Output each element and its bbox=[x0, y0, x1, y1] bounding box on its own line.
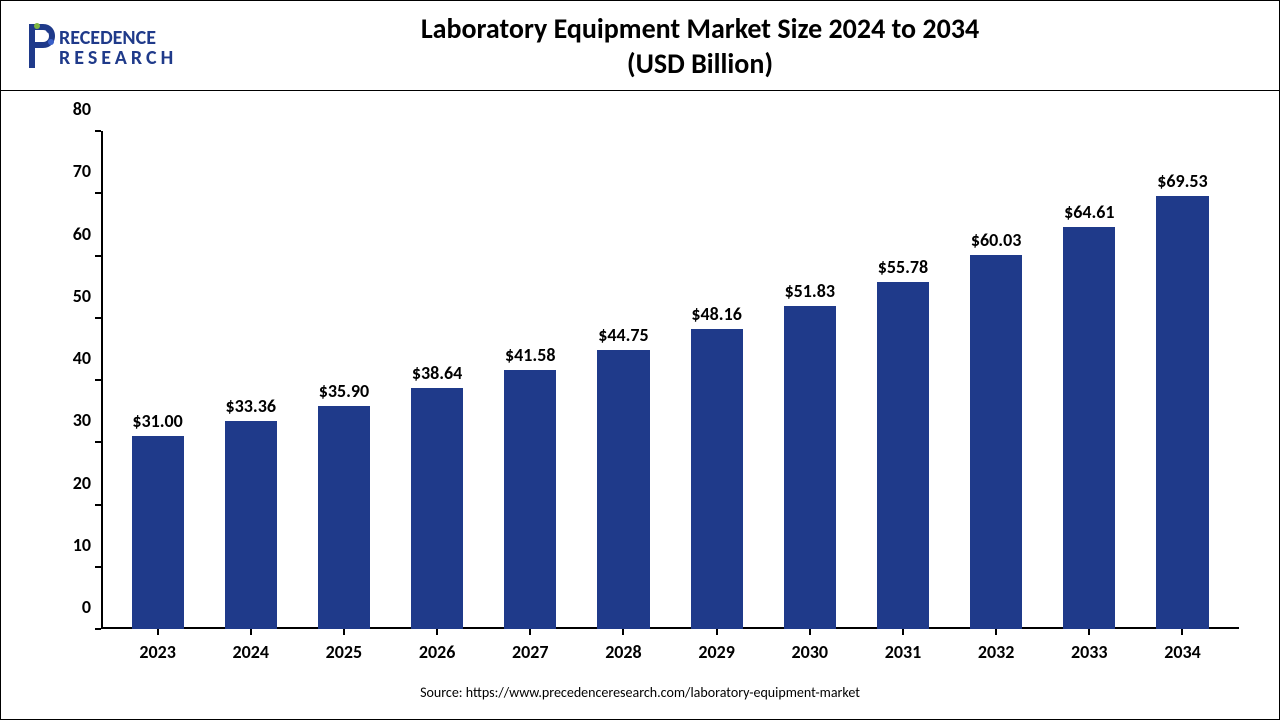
bar-group: $44.752028 bbox=[577, 131, 670, 629]
y-tick-label: 10 bbox=[73, 534, 101, 556]
data-label: $38.64 bbox=[412, 362, 462, 384]
title-line-2: (USD Billion) bbox=[627, 46, 773, 81]
x-tick-mark bbox=[529, 629, 531, 635]
bar bbox=[504, 370, 556, 629]
data-label: $35.90 bbox=[319, 380, 369, 402]
x-tick-mark bbox=[716, 629, 718, 635]
chart-frame: RECEDENCE RESEARCH Laboratory Equipment … bbox=[0, 0, 1280, 720]
bar-group: $35.902025 bbox=[297, 131, 390, 629]
bar bbox=[225, 421, 277, 629]
x-tick-mark bbox=[1181, 629, 1183, 635]
bar bbox=[318, 406, 370, 629]
y-tick-label: 70 bbox=[73, 160, 101, 182]
source-note: Source: https://www.precedenceresearch.c… bbox=[1, 684, 1279, 701]
x-tick-mark bbox=[995, 629, 997, 635]
x-tick-mark bbox=[157, 629, 159, 635]
data-label: $31.00 bbox=[132, 410, 182, 432]
bar bbox=[877, 282, 929, 629]
bar-group: $64.612033 bbox=[1043, 131, 1136, 629]
data-label: $64.61 bbox=[1064, 201, 1114, 223]
source-url: https://www.precedenceresearch.com/labor… bbox=[466, 684, 860, 701]
bar-group: $51.832030 bbox=[763, 131, 856, 629]
data-label: $51.83 bbox=[785, 280, 835, 302]
bar-group: $38.642026 bbox=[391, 131, 484, 629]
chart-title: Laboratory Equipment Market Size 2024 to… bbox=[421, 11, 979, 81]
precedence-logo-icon: RECEDENCE RESEARCH bbox=[21, 16, 211, 76]
x-tick-mark bbox=[902, 629, 904, 635]
bar bbox=[691, 329, 743, 629]
bar-group: $55.782031 bbox=[856, 131, 949, 629]
x-tick-mark bbox=[809, 629, 811, 635]
bar-group: $69.532034 bbox=[1136, 131, 1229, 629]
bar-group: $31.002023 bbox=[111, 131, 204, 629]
data-label: $48.16 bbox=[691, 303, 741, 325]
y-tick-label: 40 bbox=[73, 347, 101, 369]
x-tick-mark bbox=[622, 629, 624, 635]
bars-container: $31.002023$33.362024$35.902025$38.642026… bbox=[101, 131, 1239, 629]
bar-group: $41.582027 bbox=[484, 131, 577, 629]
bar bbox=[132, 436, 184, 629]
title-line-1: Laboratory Equipment Market Size 2024 to… bbox=[421, 11, 979, 46]
bar bbox=[1156, 196, 1208, 629]
header-section: RECEDENCE RESEARCH Laboratory Equipment … bbox=[1, 1, 1279, 91]
logo: RECEDENCE RESEARCH bbox=[1, 1, 221, 91]
data-label: $55.78 bbox=[878, 256, 928, 278]
x-tick-mark bbox=[1088, 629, 1090, 635]
plot-region: 01020304050607080 $31.002023$33.362024$3… bbox=[101, 131, 1239, 629]
bar bbox=[411, 388, 463, 629]
x-tick-mark bbox=[343, 629, 345, 635]
bar-group: $60.032032 bbox=[950, 131, 1043, 629]
data-label: $60.03 bbox=[971, 229, 1021, 251]
chart-area: 01020304050607080 $31.002023$33.362024$3… bbox=[1, 91, 1279, 719]
bar bbox=[1063, 227, 1115, 629]
y-tick-label: 80 bbox=[73, 98, 101, 120]
bar bbox=[970, 255, 1022, 629]
data-label: $44.75 bbox=[598, 324, 648, 346]
logo-text-line2: RESEARCH bbox=[59, 46, 177, 70]
bar-group: $33.362024 bbox=[204, 131, 297, 629]
bar-group: $48.162029 bbox=[670, 131, 763, 629]
x-tick-mark bbox=[436, 629, 438, 635]
bar bbox=[597, 350, 649, 629]
data-label: $33.36 bbox=[226, 395, 276, 417]
x-tick-mark bbox=[250, 629, 252, 635]
y-tick-label: 60 bbox=[73, 223, 101, 245]
title-area: Laboratory Equipment Market Size 2024 to… bbox=[221, 11, 1279, 81]
y-tick-label: 0 bbox=[82, 596, 101, 618]
y-tick-label: 30 bbox=[73, 409, 101, 431]
data-label: $69.53 bbox=[1157, 170, 1207, 192]
y-tick-label: 50 bbox=[73, 285, 101, 307]
source-prefix: Source: bbox=[420, 684, 466, 701]
data-label: $41.58 bbox=[505, 344, 555, 366]
bar bbox=[784, 306, 836, 629]
y-tick-label: 20 bbox=[73, 472, 101, 494]
